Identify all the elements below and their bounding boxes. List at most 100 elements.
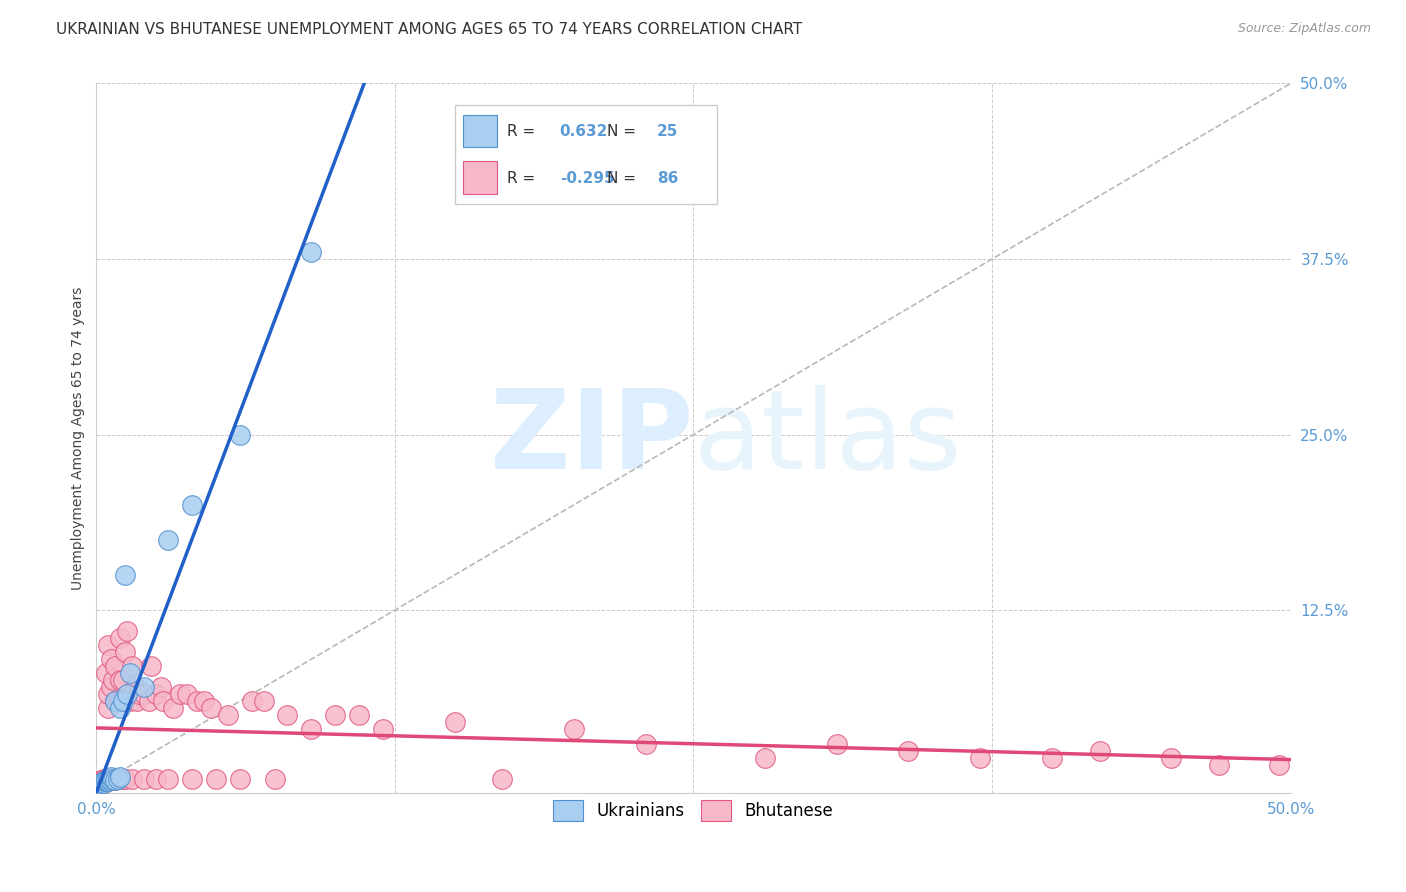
Point: [110, 694, 132, 708]
Point: [104, 694, 127, 708]
Point: [100, 772, 122, 786]
Point: [94, 774, 117, 789]
Point: [110, 770, 132, 784]
Point: [94, 774, 117, 789]
Point: [100, 652, 122, 666]
Point: [94, 772, 117, 786]
Point: [117, 624, 139, 639]
Point: [149, 681, 172, 695]
Point: [97, 638, 120, 652]
Point: [825, 737, 848, 751]
Point: [114, 568, 136, 582]
Point: [124, 681, 146, 695]
Point: [100, 770, 122, 784]
Point: [100, 772, 122, 787]
Point: [228, 427, 250, 442]
Point: [104, 659, 127, 673]
Point: [240, 694, 263, 708]
Point: [125, 694, 148, 708]
Point: [323, 708, 346, 723]
Point: [110, 772, 132, 786]
Point: [217, 708, 239, 723]
Point: [200, 701, 222, 715]
Point: [121, 659, 143, 673]
Text: UKRAINIAN VS BHUTANESE UNEMPLOYMENT AMONG AGES 65 TO 74 YEARS CORRELATION CHART: UKRAINIAN VS BHUTANESE UNEMPLOYMENT AMON…: [56, 22, 803, 37]
Point: [111, 772, 134, 786]
Point: [152, 694, 174, 708]
Point: [228, 772, 250, 786]
Point: [114, 772, 136, 786]
Point: [145, 772, 167, 786]
Point: [562, 723, 585, 737]
Point: [204, 772, 226, 786]
Point: [110, 701, 132, 715]
Point: [93, 774, 115, 789]
Point: [94, 772, 117, 787]
Point: [93, 774, 115, 789]
Point: [87, 774, 110, 789]
Point: [1267, 757, 1289, 772]
Point: [145, 687, 167, 701]
Point: [134, 772, 156, 786]
Point: [101, 673, 124, 688]
Point: [634, 737, 657, 751]
Point: [117, 687, 139, 701]
Point: [97, 774, 120, 789]
Point: [121, 772, 143, 786]
Point: [1040, 750, 1063, 764]
Point: [134, 687, 156, 701]
Point: [156, 772, 179, 786]
Point: [897, 743, 920, 757]
Point: [94, 772, 117, 787]
Legend: Ukrainians, Bhutanese: Ukrainians, Bhutanese: [540, 787, 846, 834]
Point: [371, 723, 394, 737]
Point: [93, 776, 115, 790]
Point: [101, 772, 124, 786]
Point: [94, 666, 117, 681]
Point: [347, 708, 370, 723]
Point: [128, 687, 150, 701]
Point: [97, 774, 120, 789]
Text: Source: ZipAtlas.com: Source: ZipAtlas.com: [1237, 22, 1371, 36]
Point: [180, 772, 202, 786]
Point: [110, 673, 132, 688]
Point: [90, 774, 112, 789]
Point: [101, 772, 124, 787]
Point: [299, 723, 322, 737]
Point: [100, 681, 122, 695]
Point: [114, 694, 136, 708]
Point: [93, 776, 115, 790]
Point: [107, 772, 129, 786]
Point: [162, 701, 184, 715]
Point: [754, 750, 776, 764]
Point: [156, 533, 179, 547]
Point: [90, 776, 112, 790]
Point: [87, 776, 110, 790]
Point: [193, 694, 215, 708]
Point: [264, 772, 287, 786]
Point: [97, 772, 120, 786]
Point: [111, 673, 134, 688]
Point: [93, 772, 115, 786]
Point: [114, 645, 136, 659]
Point: [180, 498, 202, 512]
Point: [1160, 750, 1182, 764]
Point: [104, 694, 127, 708]
Point: [969, 750, 991, 764]
Point: [176, 687, 198, 701]
Point: [299, 244, 322, 259]
Point: [443, 715, 465, 730]
Point: [118, 694, 141, 708]
Point: [100, 772, 122, 787]
Point: [1208, 757, 1230, 772]
Point: [491, 772, 513, 786]
Point: [97, 701, 120, 715]
Text: atlas: atlas: [693, 384, 962, 491]
Point: [118, 666, 141, 681]
Point: [90, 776, 112, 790]
Point: [141, 659, 163, 673]
Point: [276, 708, 298, 723]
Point: [97, 772, 120, 787]
Point: [101, 772, 124, 786]
Y-axis label: Unemployment Among Ages 65 to 74 years: Unemployment Among Ages 65 to 74 years: [72, 286, 86, 590]
